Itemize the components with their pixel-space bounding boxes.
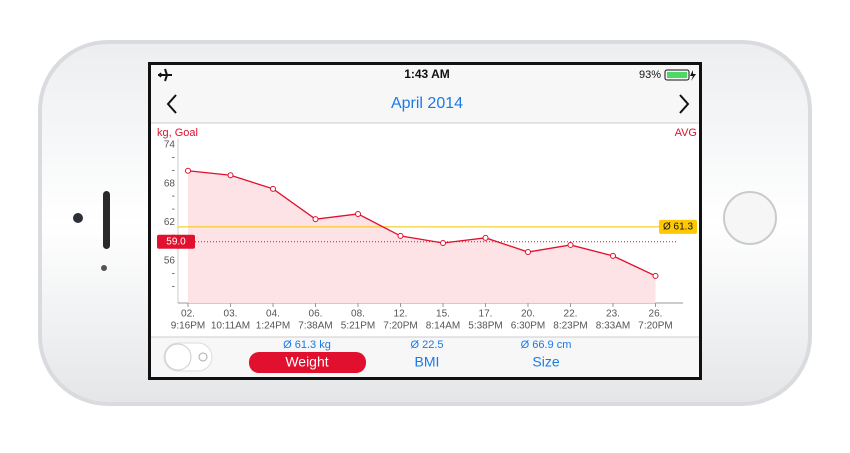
charging-icon [690, 70, 696, 81]
x-tick-time: 8:23PM [553, 321, 587, 332]
y-tick-label: - [172, 269, 175, 280]
x-tick-time: 6:30PM [511, 321, 545, 332]
point [312, 216, 319, 223]
y-tick-label: 62 [164, 217, 176, 228]
battery-level [667, 72, 687, 78]
month-title: April 2014 [391, 95, 463, 112]
summary-label[interactable]: BMI [415, 354, 440, 370]
point [652, 272, 659, 279]
y-tick-label: 68 [164, 178, 176, 189]
y-tick-label: - [172, 204, 175, 215]
x-tick-time: 7:38AM [298, 321, 332, 332]
prev-button[interactable] [166, 94, 177, 114]
toggle-knob [164, 343, 192, 371]
x-tick-time: 7:20PM [383, 321, 417, 332]
camera [73, 213, 83, 223]
status-time: 1:43 AM [404, 67, 450, 81]
weight-tab[interactable] [249, 352, 366, 373]
summary-value: Ø 22.5 [410, 339, 443, 351]
point [270, 185, 276, 192]
x-tick-time: 10:11AM [211, 321, 250, 332]
x-tick-time: 8:14AM [426, 321, 460, 332]
x-tick-label: 15. [436, 309, 450, 320]
nav-bar [151, 85, 699, 123]
x-tick-time: 9:16PM [171, 321, 205, 332]
x-tick-label: 12. [394, 309, 408, 320]
battery-icon [664, 69, 690, 81]
x-tick-label: 17. [479, 309, 493, 320]
chart: kg, Goal AVG 74--68--62--56--Ø 61.359.00… [157, 127, 697, 332]
point [185, 167, 191, 174]
x-tick-time: 5:21PM [341, 321, 375, 332]
x-tick-label: 03. [224, 309, 238, 320]
toggle-indicator [198, 352, 208, 362]
summary-label[interactable]: Size [532, 354, 559, 370]
point [227, 172, 234, 179]
summary-value: Ø 66.9 cm [521, 339, 572, 351]
point [525, 249, 531, 256]
x-tick-time: 5:38PM [468, 321, 502, 332]
y-tick-label: - [172, 282, 175, 293]
point [610, 252, 616, 259]
goal-label: 59.0 [166, 236, 186, 247]
y-tick-label: 56 [164, 256, 176, 267]
y-tick-label: - [172, 165, 175, 176]
avg-axis-label: AVG [675, 127, 697, 139]
line [187, 170, 656, 277]
x-tick-label: 20. [521, 309, 535, 320]
sensor [101, 265, 107, 271]
summary-value: Ø 61.3 kg [283, 339, 331, 351]
point [355, 210, 361, 217]
x-tick-label: 06. [309, 309, 323, 320]
point [482, 234, 489, 241]
speaker [103, 191, 110, 249]
area [188, 170, 656, 303]
x-tick-time: 1:24PM [256, 321, 290, 332]
point [567, 241, 574, 248]
point [440, 240, 446, 247]
y-axis-label: kg, Goal [157, 127, 198, 139]
battery-percent: 93% [639, 69, 661, 81]
home-button[interactable] [723, 191, 777, 245]
x-tick-label: 26. [649, 309, 663, 320]
bottom-bar [151, 337, 699, 377]
y-tick-label: 74 [164, 140, 176, 151]
average-label: Ø 61.3 [663, 222, 693, 233]
x-tick-label: 22. [564, 309, 578, 320]
status-bar [151, 65, 699, 85]
airplane-icon [158, 68, 172, 82]
x-tick-label: 23. [606, 309, 620, 320]
average-badge [659, 219, 697, 234]
x-tick-label: 04. [266, 309, 280, 320]
y-tick-label: - [172, 152, 175, 163]
y-tick-label: - [172, 191, 175, 202]
summary-label: Weight [285, 354, 328, 370]
goal-badge [157, 234, 195, 249]
x-tick-label: 02. [181, 309, 195, 320]
next-button[interactable] [679, 94, 690, 114]
x-tick-time: 7:20PM [638, 321, 672, 332]
x-tick-label: 08. [351, 309, 365, 320]
x-tick-time: 8:33AM [596, 321, 630, 332]
point [397, 232, 404, 239]
